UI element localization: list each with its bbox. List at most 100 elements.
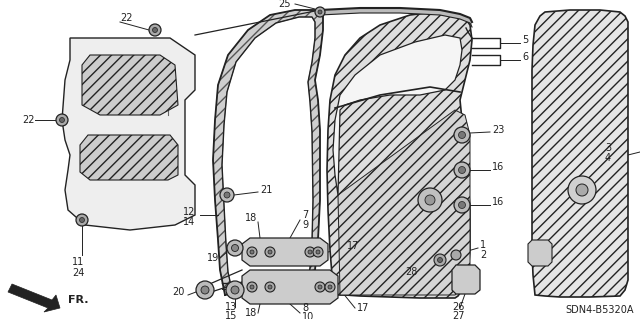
Text: 28: 28: [405, 267, 417, 277]
Text: 5: 5: [522, 35, 528, 45]
Circle shape: [454, 127, 470, 143]
Circle shape: [247, 282, 257, 292]
Text: 6: 6: [522, 52, 528, 62]
Circle shape: [227, 240, 243, 256]
Text: SDN4-B5320A: SDN4-B5320A: [565, 305, 634, 315]
Circle shape: [60, 117, 65, 122]
Text: 21: 21: [260, 185, 273, 195]
Circle shape: [252, 284, 257, 288]
Text: 22: 22: [22, 115, 35, 125]
Circle shape: [568, 176, 596, 204]
Circle shape: [196, 281, 214, 299]
Circle shape: [265, 282, 275, 292]
Circle shape: [305, 247, 315, 257]
Circle shape: [149, 24, 161, 36]
Circle shape: [152, 27, 157, 33]
Circle shape: [318, 10, 322, 14]
Text: 17: 17: [347, 241, 360, 251]
Circle shape: [232, 244, 239, 251]
Text: 11: 11: [72, 257, 84, 267]
Circle shape: [308, 250, 312, 254]
Circle shape: [250, 250, 254, 254]
Circle shape: [315, 282, 325, 292]
Text: 3: 3: [605, 143, 611, 153]
Circle shape: [250, 285, 254, 289]
Text: 2: 2: [480, 250, 486, 260]
Text: 10: 10: [302, 312, 314, 319]
Text: 22: 22: [120, 13, 132, 23]
Circle shape: [268, 285, 272, 289]
Circle shape: [226, 281, 244, 299]
Circle shape: [268, 250, 272, 254]
Circle shape: [454, 197, 470, 213]
Circle shape: [315, 7, 325, 17]
Circle shape: [325, 282, 335, 292]
Circle shape: [576, 184, 588, 196]
Text: 12: 12: [183, 207, 195, 217]
Circle shape: [287, 284, 292, 288]
Polygon shape: [320, 8, 472, 27]
Polygon shape: [62, 38, 195, 230]
Circle shape: [239, 284, 244, 288]
Text: 8: 8: [302, 303, 308, 313]
Text: 14: 14: [183, 217, 195, 227]
Text: 23: 23: [492, 125, 504, 135]
Circle shape: [76, 214, 88, 226]
Text: 27: 27: [452, 311, 465, 319]
Polygon shape: [338, 110, 470, 295]
Circle shape: [328, 285, 332, 289]
Circle shape: [316, 250, 320, 254]
Circle shape: [438, 257, 442, 263]
Text: 16: 16: [492, 197, 504, 207]
Text: 1: 1: [480, 240, 486, 250]
Polygon shape: [80, 135, 178, 180]
Text: 25: 25: [278, 0, 291, 9]
Circle shape: [56, 114, 68, 126]
Polygon shape: [82, 55, 178, 115]
Circle shape: [318, 285, 322, 289]
Text: 24: 24: [72, 268, 84, 278]
Circle shape: [451, 250, 461, 260]
Polygon shape: [8, 284, 60, 312]
Circle shape: [220, 188, 234, 202]
Text: 20: 20: [172, 287, 184, 297]
Circle shape: [224, 192, 230, 198]
Circle shape: [201, 286, 209, 294]
Circle shape: [458, 167, 465, 174]
Circle shape: [231, 286, 239, 294]
Polygon shape: [333, 35, 462, 195]
Polygon shape: [242, 238, 328, 266]
Circle shape: [434, 254, 446, 266]
Text: 15: 15: [225, 311, 237, 319]
Circle shape: [458, 202, 465, 209]
Circle shape: [454, 162, 470, 178]
Text: 26: 26: [452, 302, 465, 312]
Circle shape: [247, 247, 257, 257]
Text: 13: 13: [225, 302, 237, 312]
Circle shape: [458, 131, 465, 138]
Polygon shape: [452, 265, 480, 294]
Circle shape: [300, 284, 305, 288]
Polygon shape: [242, 270, 338, 304]
Polygon shape: [528, 240, 552, 266]
Text: 16: 16: [492, 162, 504, 172]
Text: 4: 4: [605, 153, 611, 163]
Circle shape: [312, 284, 317, 288]
Text: 19: 19: [207, 253, 220, 263]
Circle shape: [313, 247, 323, 257]
Circle shape: [418, 188, 442, 212]
Text: 18: 18: [245, 213, 257, 223]
Circle shape: [425, 195, 435, 205]
Polygon shape: [327, 12, 472, 298]
Text: 17: 17: [357, 303, 369, 313]
Polygon shape: [213, 10, 323, 295]
Circle shape: [264, 284, 269, 288]
Circle shape: [265, 247, 275, 257]
Text: 18: 18: [245, 308, 257, 318]
Text: 9: 9: [302, 220, 308, 230]
Circle shape: [79, 218, 84, 222]
Polygon shape: [532, 10, 628, 297]
Circle shape: [275, 284, 280, 288]
Text: FR.: FR.: [68, 295, 88, 305]
Text: 7: 7: [302, 210, 308, 220]
